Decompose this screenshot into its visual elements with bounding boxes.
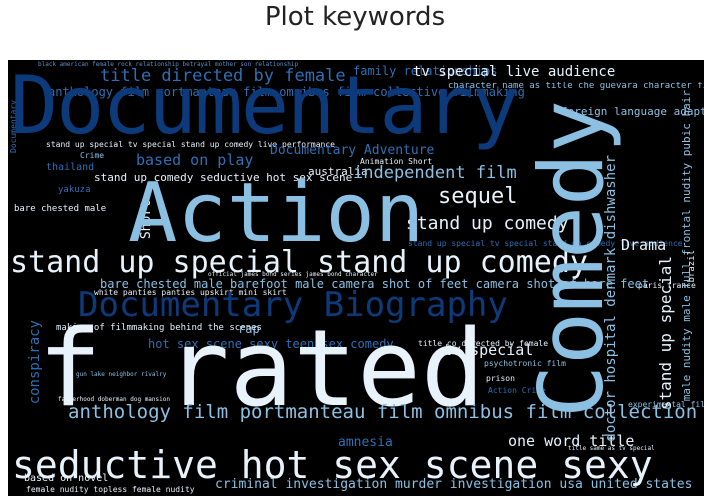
word-paris: paris france (638, 281, 696, 290)
word-hot-sex-scene: hot sex scene sexy teen sex comedy (148, 337, 394, 351)
word-cloud: black american female rock relationship … (8, 60, 704, 496)
word-amnesia: amnesia (338, 435, 393, 450)
word-gun-lake: gun lake neighbor rivalry (76, 371, 167, 378)
word-sequel: sequel (438, 184, 518, 209)
word-official-bond: official james bond series james bond ch… (208, 271, 378, 278)
word-rap: rap (238, 322, 260, 336)
word-yakuza: yakuza (58, 185, 91, 195)
word-making-of: making of filmmaking behind the scenes (56, 323, 262, 333)
plot-title: Plot keywords (264, 2, 446, 32)
word-crime: Crime (80, 151, 105, 160)
word-prison: prison (486, 374, 515, 383)
word-based-on-play: based on play (136, 151, 254, 169)
word-title-co: title co directed by female (418, 339, 549, 348)
word-independent-film: independent film (353, 163, 517, 183)
word-stand-up-small: stand up special tv special stand up com… (46, 140, 335, 149)
word-black-american: black american female rock relationship … (38, 61, 299, 68)
word-bare-chested: bare chested male barefoot male camera s… (100, 277, 650, 291)
word-one-word-title: one word title (508, 432, 635, 450)
word-stand-up-special: stand up special stand up comedy (10, 245, 588, 280)
word-seductive: seductive hot sex scene sexy (12, 443, 653, 487)
word-stand-up-special2: stand up special tv special stand up com… (408, 239, 683, 248)
word-male-nudity-vertical: male nudity male full frontal nudity pub… (680, 90, 693, 402)
word-anthology-short: anthology film portmanteau film omnibus … (68, 401, 704, 423)
word-f-rated: f rated (38, 307, 485, 430)
word-female-nudity: female nudity topless female nudity (26, 485, 195, 494)
word-tv-special-live: tv special live audience (413, 64, 616, 80)
word-documentary-biography: Documentary Biography (78, 285, 508, 325)
word-brazil-vertical: brazil (687, 250, 697, 283)
word-action-crime: Action Crime (488, 386, 546, 395)
word-experimental: experimental film (628, 400, 704, 409)
word-thailand: thailand (46, 162, 95, 173)
word-psychotronic: psychotronic film (484, 359, 566, 368)
word-action: Action (128, 166, 425, 261)
word-based-on-novel: based on novel (24, 473, 109, 484)
word-character-name: character name as title che guevara char… (448, 82, 704, 91)
word-foreign-language: foreign language adaptation (561, 105, 704, 118)
word-title-same: title same as tv special (568, 445, 655, 452)
word-comedy-vertical: Comedy (520, 100, 623, 418)
word-australia: australia (308, 165, 368, 178)
word-white-panties: white panties panties upskirt mini skirt (94, 288, 287, 297)
word-anthology-top: anthology film portmanteau film omnibus … (48, 85, 525, 99)
word-bare-chested-small: bare chested male (14, 204, 107, 214)
word-title-directed: title directed by female (100, 66, 346, 86)
word-fatherhood: fatherhood doberman dog mansion (58, 396, 170, 403)
word-documentary: Documentary (10, 60, 520, 152)
word-seductive-small: stand up comedy seductive hot sex scene (94, 171, 353, 184)
word-drama: Drama (621, 236, 667, 254)
word-family-relationships: family relationships (353, 64, 498, 78)
word-documentary-adventure: Documentary Adventure (270, 143, 435, 158)
word-stand-up-vertical: stand up special (656, 256, 675, 411)
word-stand-up-comedy: stand up comedy (406, 213, 569, 234)
word-animation-short: Animation Short (360, 157, 433, 166)
word-tv-special: tv special (443, 341, 534, 359)
word-criminal: criminal investigation murder investigat… (215, 477, 693, 492)
